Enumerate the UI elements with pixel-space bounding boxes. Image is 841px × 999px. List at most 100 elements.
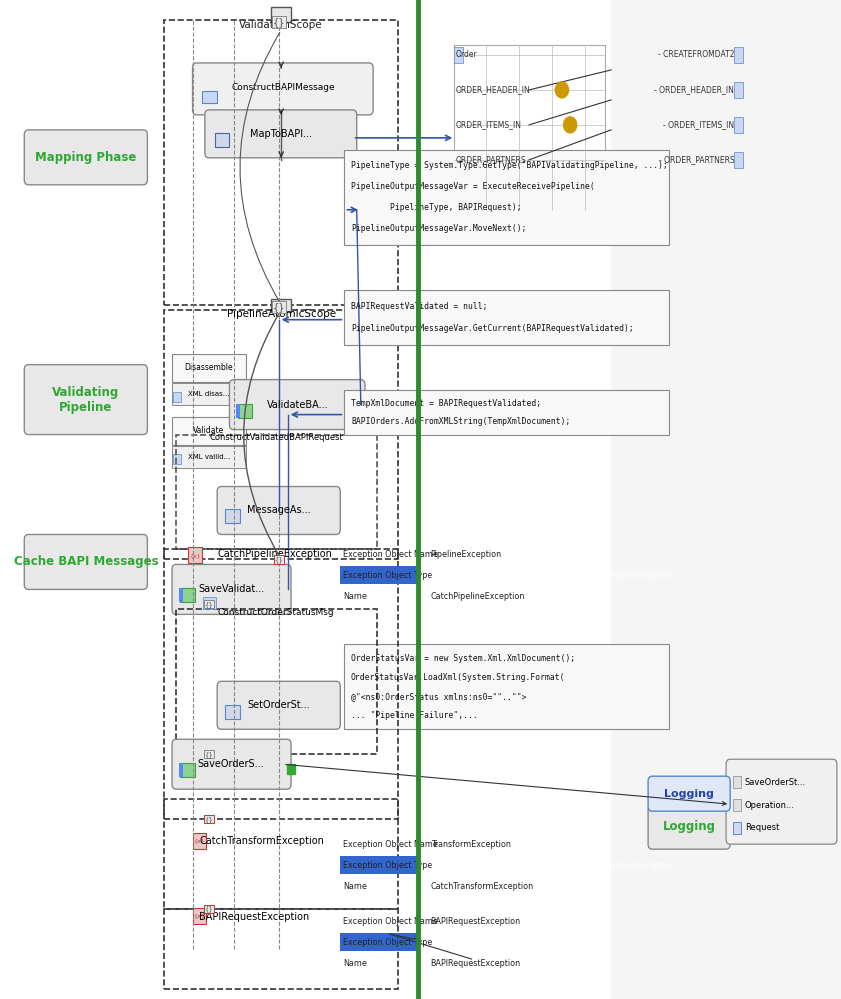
Bar: [176, 435, 378, 549]
Bar: [345, 150, 669, 245]
Bar: [180, 588, 195, 602]
Bar: [203, 91, 217, 103]
Text: ORDER_ITEMS_IN: ORDER_ITEMS_IN: [456, 120, 522, 130]
Text: SaveOrderSt...: SaveOrderSt...: [745, 778, 806, 787]
FancyBboxPatch shape: [24, 365, 147, 435]
Text: ConstructValidatedBAPIRequest: ConstructValidatedBAPIRequest: [209, 433, 343, 443]
Bar: [164, 799, 398, 909]
Text: ORDER_HEADER_IN: ORDER_HEADER_IN: [456, 85, 531, 95]
Text: MessageAs...: MessageAs...: [247, 505, 310, 515]
Bar: [214, 133, 230, 147]
Bar: [341, 933, 418, 951]
FancyBboxPatch shape: [24, 130, 147, 185]
Text: MapToBAPI...: MapToBAPI...: [250, 129, 312, 139]
Text: BAPIOrders.AddFromXMLString(TempXmlDocument);: BAPIOrders.AddFromXMLString(TempXmlDocum…: [351, 417, 570, 426]
Text: {}: {}: [204, 601, 214, 607]
Text: Exception Object Type: Exception Object Type: [343, 860, 432, 870]
Bar: [172, 417, 246, 445]
Bar: [271, 7, 291, 22]
Bar: [734, 82, 743, 98]
Text: PipelineOutputMessageVar.MoveNext();: PipelineOutputMessageVar.MoveNext();: [351, 225, 526, 234]
Text: Exception Object Name: Exception Object Name: [343, 549, 437, 559]
Bar: [173, 392, 181, 402]
Text: Microsoft.XLANGs.Pipeline.XLANGPipelineManagerException: Microsoft.XLANGs.Pipeline.XLANGPipelineM…: [431, 570, 672, 580]
Text: Logging: Logging: [664, 789, 714, 799]
Bar: [733, 822, 741, 834]
Text: Validating
Pipeline: Validating Pipeline: [52, 386, 119, 414]
Text: XML disas...: XML disas...: [188, 391, 230, 397]
Text: TransformException: TransformException: [431, 839, 510, 849]
Text: ValidationScope: ValidationScope: [240, 20, 323, 30]
Bar: [173, 454, 181, 464]
Text: Operation...: Operation...: [745, 800, 795, 809]
Text: {}: {}: [204, 816, 214, 822]
Bar: [176, 609, 378, 754]
Text: {}: {}: [204, 751, 214, 757]
Bar: [172, 383, 246, 405]
Text: PipelineOutputMessageVar.GetCurrent(BAPIRequestValidated);: PipelineOutputMessageVar.GetCurrent(BAPI…: [351, 324, 634, 333]
Bar: [164, 20, 398, 305]
Bar: [734, 117, 743, 133]
Text: - ORDER_PARTNERS: - ORDER_PARTNERS: [659, 155, 734, 165]
Text: Request: Request: [745, 823, 780, 832]
FancyBboxPatch shape: [230, 380, 365, 430]
Bar: [733, 776, 741, 788]
FancyBboxPatch shape: [648, 804, 730, 849]
Bar: [733, 799, 741, 811]
Bar: [287, 764, 295, 774]
Text: Cache BAPI Messages: Cache BAPI Messages: [13, 555, 158, 568]
Text: Mapping Phase: Mapping Phase: [35, 151, 136, 164]
Text: Validate: Validate: [193, 426, 225, 436]
Bar: [188, 547, 202, 563]
Text: OrderStatusVar = new System.Xml.XmlDocument();: OrderStatusVar = new System.Xml.XmlDocum…: [351, 654, 575, 663]
Text: @"<ns0:OrderStatus xmlns:ns0="".."">: @"<ns0:OrderStatus xmlns:ns0="".."">: [351, 691, 526, 700]
Text: ConstructBAPIMessage: ConstructBAPIMessage: [231, 83, 335, 93]
Bar: [172, 446, 246, 468]
Bar: [345, 644, 669, 729]
FancyBboxPatch shape: [205, 110, 357, 158]
Bar: [172, 354, 246, 382]
Bar: [193, 833, 206, 849]
FancyBboxPatch shape: [24, 534, 147, 589]
Text: OrderStatusVar.LoadXml(System.String.Format(: OrderStatusVar.LoadXml(System.String.For…: [351, 673, 565, 682]
Bar: [341, 856, 418, 874]
Text: Disassemble: Disassemble: [185, 363, 233, 373]
Bar: [193, 908, 206, 924]
Bar: [164, 310, 398, 559]
Text: ORDER_PARTNERS: ORDER_PARTNERS: [456, 155, 526, 165]
Text: CatchPipelineException: CatchPipelineException: [431, 591, 525, 601]
FancyBboxPatch shape: [193, 63, 373, 115]
FancyBboxPatch shape: [172, 564, 291, 614]
Bar: [454, 47, 463, 63]
FancyBboxPatch shape: [217, 681, 341, 729]
Bar: [345, 290, 669, 345]
Bar: [236, 404, 241, 418]
FancyBboxPatch shape: [648, 776, 730, 811]
Text: BAPIRequestException: BAPIRequestException: [431, 916, 521, 926]
Text: XML valiid...: XML valiid...: [188, 454, 230, 460]
Text: ValidateBA...: ValidateBA...: [267, 400, 329, 410]
Text: System.SystemException: System.SystemException: [431, 937, 533, 947]
Bar: [734, 47, 743, 63]
Text: SaveOrderS...: SaveOrderS...: [198, 759, 264, 769]
Text: CatchTransformException: CatchTransformException: [431, 881, 534, 891]
Bar: [225, 705, 241, 719]
Text: - ORDER_ITEMS_IN: - ORDER_ITEMS_IN: [664, 120, 734, 130]
Bar: [225, 509, 241, 523]
Text: - ORDER_HEADER_IN: - ORDER_HEADER_IN: [654, 85, 734, 95]
Text: ... "Pipeline Failure",...: ... "Pipeline Failure",...: [351, 710, 478, 719]
Text: CatchPipelineException: CatchPipelineException: [217, 549, 332, 559]
Bar: [204, 597, 216, 609]
Text: {}: {}: [272, 17, 285, 27]
Circle shape: [555, 82, 569, 98]
Text: SetOrderSt...: SetOrderSt...: [247, 700, 310, 710]
Text: {x}: {x}: [193, 913, 205, 919]
FancyBboxPatch shape: [217, 487, 341, 534]
Bar: [178, 763, 182, 777]
Bar: [734, 152, 743, 168]
Bar: [271, 299, 291, 312]
Bar: [164, 549, 398, 819]
Bar: [178, 588, 182, 602]
FancyBboxPatch shape: [726, 759, 837, 844]
Text: {x}: {x}: [193, 838, 205, 844]
